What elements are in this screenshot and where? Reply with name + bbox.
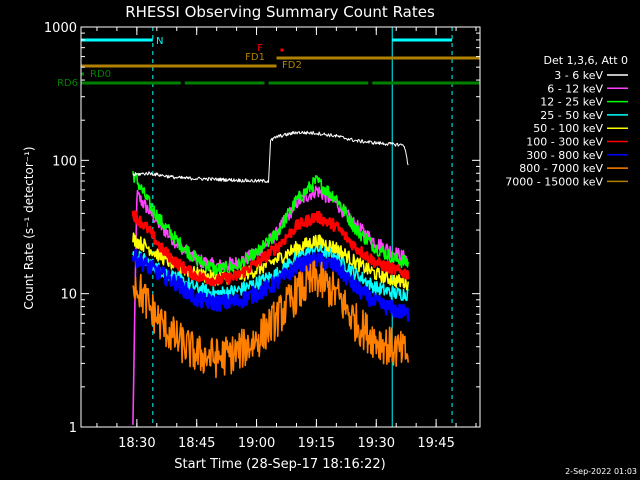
flag-bar-rd6-3: [372, 81, 480, 85]
flag-bar-fd2-0: [276, 56, 480, 60]
axes: 1 10 100 1000 18:30 18:45 19:00 19:15 19:30 19:45: [44, 21, 481, 451]
series-line-3: [132, 240, 409, 302]
chart-title: RHESSI Observing Summary Count Rates: [125, 3, 435, 21]
y-axis-label: Count Rate (s⁻¹ detector⁻¹): [22, 146, 36, 309]
legend-label-6: 300 - 800 keV: [526, 149, 603, 162]
flag-bar-n-1: [392, 38, 453, 42]
x-tick-label-1: 18:45: [178, 436, 215, 451]
series-line-5: [131, 210, 410, 287]
x-tick-label-0: 18:30: [118, 436, 155, 451]
legend-label-4: 50 - 100 keV: [533, 122, 603, 135]
legend-label-8: 7000 - 15000 keV: [505, 175, 603, 188]
series-line-2: [132, 171, 409, 277]
flag-label-fd1: FD1: [245, 52, 265, 63]
flag-label-n: N: [156, 36, 163, 47]
x-tick-label-4: 19:30: [358, 436, 395, 451]
x-axis-label: Start Time (28-Sep-17 18:16:22): [174, 457, 385, 472]
y-tick-label-2: 100: [52, 154, 77, 169]
flag-bar-rd6-2: [268, 81, 369, 85]
legend-label-5: 100 - 300 keV: [526, 136, 603, 149]
flag-label-rd0: RD0: [90, 69, 111, 80]
y-tick-label-3: 1000: [44, 21, 77, 36]
flag-bar-rd6-0: [81, 81, 181, 85]
series-line-7: [132, 260, 409, 379]
series-line-0: [132, 130, 409, 183]
plot-frame: [80, 26, 481, 428]
legend-label-1: 6 - 12 keV: [547, 82, 603, 95]
legend-label-7: 800 - 7000 keV: [519, 162, 603, 175]
flag-bar-rd6-1: [184, 81, 265, 85]
legend-label-2: 12 - 25 keV: [540, 96, 603, 109]
flag-bar-n-0: [81, 38, 153, 42]
y-tick-label-0: 1: [69, 421, 77, 436]
flag-bar-f-0: [280, 48, 284, 52]
legend-label-0: 3 - 6 keV: [554, 69, 603, 82]
legend-label-3: 25 - 50 keV: [540, 109, 603, 122]
flag-label-rd6: RD6: [57, 78, 78, 89]
footer-date: 2-Sep-2022 01:03: [565, 467, 637, 476]
x-tick-label-2: 19:00: [238, 436, 275, 451]
series-line-6: [131, 248, 410, 322]
flag-bar-fd1-0: [81, 64, 277, 68]
x-tick-label-3: 19:15: [298, 436, 335, 451]
flag-label-fd2: FD2: [282, 60, 302, 71]
x-tick-label-5: 19:45: [417, 436, 454, 451]
series-layer: [131, 130, 410, 425]
legend-header: Det 1,3,6, Att 0: [544, 54, 628, 67]
flag-bar-rd0-0: [81, 72, 84, 76]
y-tick-label-1: 10: [60, 288, 77, 303]
flag-label-f: F: [257, 43, 263, 54]
